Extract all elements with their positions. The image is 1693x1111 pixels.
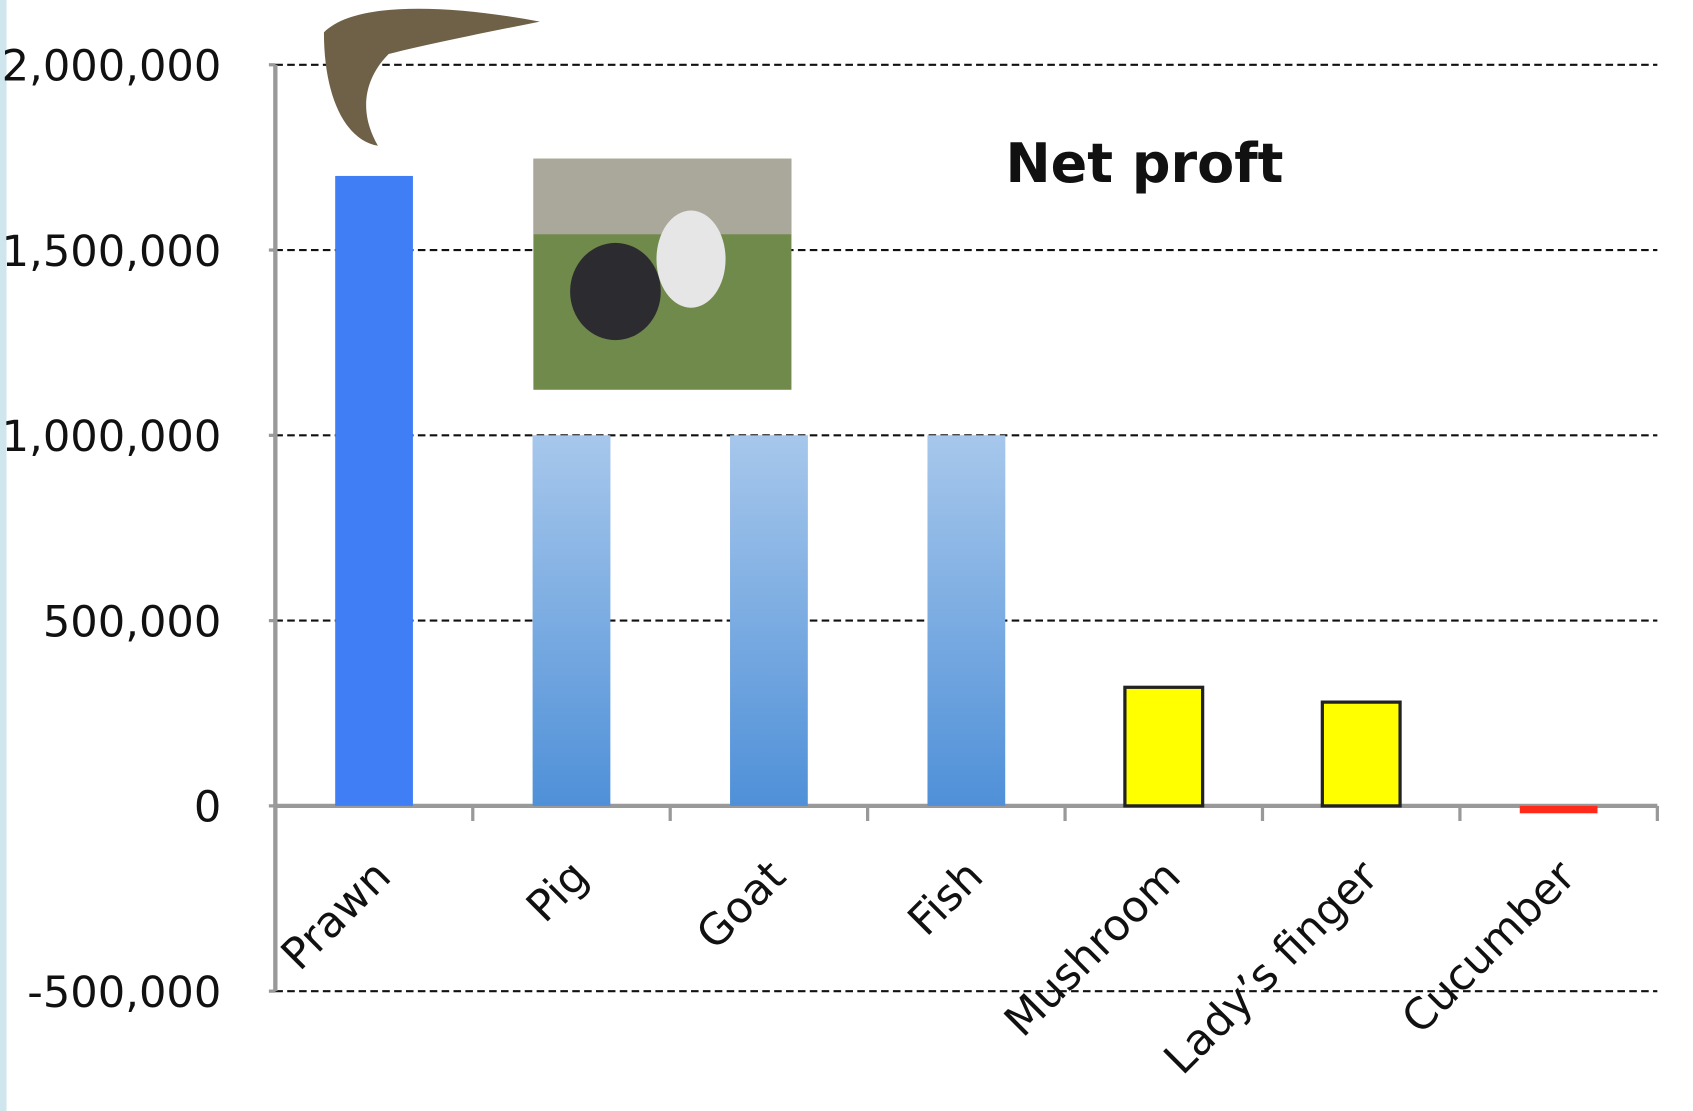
y-tick-label: 1,000,000	[2, 412, 222, 462]
bar	[1519, 805, 1598, 814]
y-tick-label: -500,000	[27, 968, 221, 1018]
prawn	[323, 8, 540, 146]
y-tick-label: 1,500,000	[2, 227, 222, 277]
x-tick-label: Goat	[687, 851, 795, 959]
y-tick-label: 0	[194, 783, 221, 833]
pig	[570, 242, 661, 341]
x-tick-label: Cucumber	[1393, 851, 1586, 1044]
goat	[656, 210, 726, 308]
bar-shade	[532, 435, 611, 806]
edge-stripe	[0, 0, 7, 1111]
y-tick-label: 500,000	[43, 597, 222, 647]
bar	[335, 175, 413, 806]
y-tick-label: 2,000,000	[2, 42, 222, 92]
x-tick-label: Mushroom	[995, 851, 1190, 1046]
x-tick-label: Prawn	[272, 851, 401, 980]
photo-sky	[533, 158, 792, 235]
bar	[1123, 685, 1205, 808]
bar	[1320, 700, 1402, 808]
x-tick-label: Pig	[517, 851, 598, 932]
bar-shade	[927, 435, 1006, 806]
illustrations	[323, 8, 792, 390]
chart-title: Net proft	[1006, 132, 1284, 195]
x-tick-label: Fish	[899, 851, 993, 945]
bar-shade	[730, 435, 808, 806]
